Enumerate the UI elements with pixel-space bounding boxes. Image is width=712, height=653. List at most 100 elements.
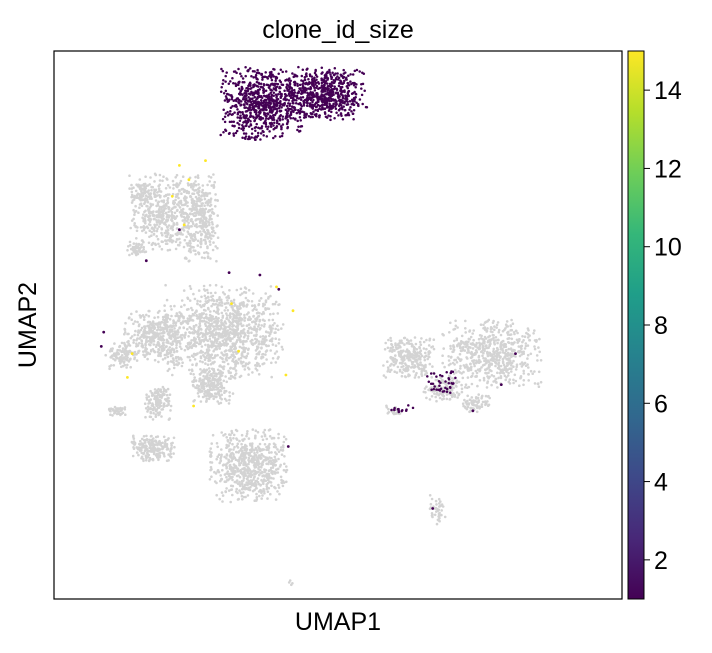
background-cells-point	[210, 211, 214, 214]
background-cells-point	[181, 207, 185, 211]
background-cells-point	[136, 344, 139, 348]
background-cells-point	[522, 369, 525, 373]
background-cells-point	[225, 436, 228, 439]
background-cells-point	[226, 299, 229, 302]
background-cells-point	[274, 443, 277, 447]
background-cells-point	[537, 370, 541, 374]
background-cells-point	[143, 439, 147, 442]
background-cells-point	[245, 339, 248, 343]
background-cells-point	[161, 349, 164, 352]
background-cells-point	[259, 327, 262, 330]
background-cells-point	[139, 202, 143, 205]
background-cells-point	[202, 379, 205, 382]
background-cells-point	[154, 395, 157, 398]
background-cells-point	[482, 323, 485, 327]
background-cells-point	[190, 209, 193, 213]
background-cells-point	[186, 327, 189, 331]
background-cells-point	[145, 336, 148, 340]
background-cells-point	[225, 457, 228, 460]
background-cells-point	[246, 430, 249, 433]
background-cells-point	[272, 477, 275, 480]
background-cells-point	[190, 245, 194, 249]
background-cells-point	[200, 256, 204, 259]
background-cells-point	[277, 457, 280, 461]
background-cells-point	[199, 400, 203, 403]
background-cells-point	[256, 457, 259, 461]
background-cells-point	[156, 237, 160, 241]
background-cells-point	[260, 340, 264, 344]
background-cells-point	[237, 332, 240, 335]
background-cells-point	[496, 386, 499, 389]
background-cells-point	[449, 362, 452, 366]
background-cells-point	[475, 359, 478, 363]
background-cells-point	[229, 371, 232, 375]
background-cells-point	[150, 450, 154, 453]
background-cells-point	[391, 358, 395, 362]
background-cells-point	[245, 432, 249, 436]
background-cells-point	[267, 469, 271, 473]
background-cells-point	[226, 336, 230, 340]
background-cells-point	[186, 244, 190, 247]
background-cells-point	[142, 318, 146, 322]
background-cells-point	[219, 389, 223, 393]
background-cells-point	[145, 352, 149, 356]
background-cells-point	[462, 342, 465, 345]
background-cells-point	[256, 480, 260, 484]
background-cells-point	[475, 410, 479, 414]
background-cells-point	[215, 299, 219, 303]
background-cells-point	[163, 356, 167, 360]
background-cells-point	[142, 452, 145, 456]
background-cells-point	[469, 406, 472, 410]
background-cells-point	[158, 454, 162, 458]
background-cells-point	[214, 344, 217, 348]
background-cells-point	[199, 211, 202, 215]
background-cells-point	[172, 187, 175, 190]
background-cells-point	[194, 249, 197, 253]
background-cells-point	[245, 305, 248, 308]
background-cells-point	[478, 341, 481, 345]
background-cells-point	[510, 337, 514, 341]
background-cells-point	[232, 367, 236, 370]
background-cells-point	[487, 394, 490, 398]
background-cells-point	[261, 362, 265, 366]
background-cells-point	[200, 382, 203, 386]
background-cells-point	[194, 180, 197, 183]
background-cells-point	[142, 213, 145, 216]
background-cells-point	[469, 409, 472, 413]
background-cells-point	[241, 467, 244, 471]
background-cells-point	[236, 308, 240, 311]
background-cells-point	[149, 176, 152, 179]
background-cells-point	[255, 352, 259, 356]
background-cells-point	[149, 398, 152, 401]
background-cells-point	[450, 389, 454, 392]
background-cells-point	[225, 446, 228, 450]
background-cells-point	[257, 373, 261, 376]
background-cells-point	[178, 206, 182, 209]
background-cells-point	[448, 398, 452, 401]
background-cells-point	[153, 193, 157, 196]
background-cells-point	[526, 363, 529, 366]
background-cells-point	[250, 470, 254, 473]
background-cells-point	[214, 205, 217, 208]
background-cells-point	[263, 323, 266, 326]
background-cells-point	[197, 342, 201, 346]
background-cells-point	[154, 173, 158, 177]
background-cells-point	[186, 355, 190, 359]
background-cells-point	[474, 369, 478, 373]
background-cells-point	[169, 409, 172, 412]
background-cells-point	[452, 392, 455, 395]
background-cells-point	[489, 353, 493, 357]
background-cells-point	[433, 513, 437, 517]
background-cells-point	[140, 190, 143, 194]
background-cells-point	[206, 389, 210, 392]
background-cells-point	[241, 340, 245, 344]
background-cells-point	[212, 241, 215, 244]
background-cells-point	[231, 475, 234, 479]
background-cells-point	[206, 245, 209, 248]
background-cells-point	[182, 190, 186, 194]
background-cells-point	[205, 224, 209, 228]
background-cells-point	[505, 325, 509, 328]
background-cells-point	[196, 174, 200, 177]
background-cells-point	[483, 321, 487, 324]
background-cells-point	[517, 345, 521, 348]
